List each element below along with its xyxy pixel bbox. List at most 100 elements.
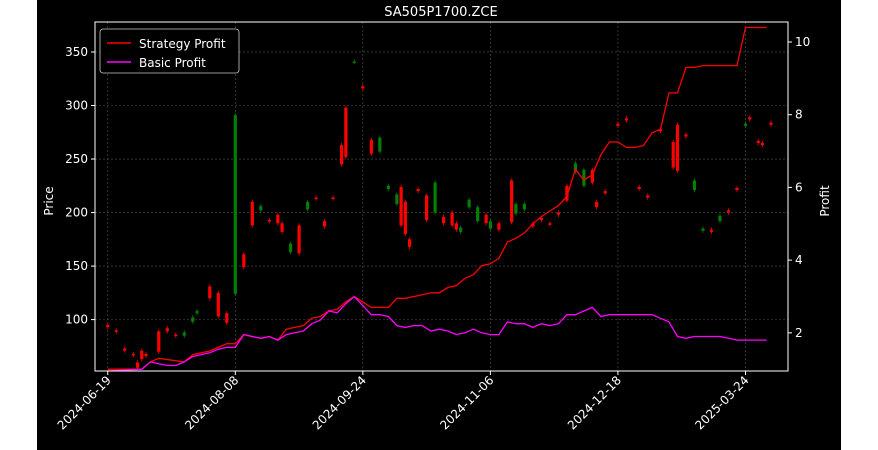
chart-title: SA505P1700.ZCE bbox=[384, 5, 497, 20]
x-tick-label: 2025-03-24 bbox=[692, 373, 751, 432]
candle-body bbox=[646, 195, 650, 198]
candle-body bbox=[408, 239, 412, 247]
candle-body bbox=[288, 243, 293, 253]
candle-body bbox=[684, 134, 688, 137]
y-tick-label-left: 350 bbox=[65, 45, 88, 59]
candle-body bbox=[476, 207, 480, 222]
chart-svg: 100 150 200 250 300 350 2 4 6 8 10 2024-06-19 2024-0… bbox=[42, 5, 832, 432]
chart-panel: 100 150 200 250 300 350 2 4 6 8 10 2024-06-19 2024-0… bbox=[37, 0, 841, 450]
candle-body bbox=[322, 221, 327, 227]
candle-body bbox=[637, 186, 641, 190]
candle-body bbox=[735, 187, 739, 191]
candle-body bbox=[114, 330, 118, 332]
axis-layer: 100 150 200 250 300 350 2 4 6 8 10 2024-06-19 2024-0… bbox=[55, 35, 811, 432]
candle-body bbox=[352, 61, 356, 64]
candle-body bbox=[769, 122, 773, 125]
candle-body bbox=[590, 169, 595, 183]
y-tick-label-right: 8 bbox=[795, 108, 803, 122]
y-axis-label-right: Profit bbox=[818, 185, 832, 217]
candle-body bbox=[242, 254, 246, 268]
candle-body bbox=[565, 185, 569, 201]
candle-body bbox=[276, 214, 280, 224]
candle-body bbox=[603, 191, 607, 194]
candle-body bbox=[484, 214, 488, 224]
candle-body bbox=[208, 286, 212, 299]
candle-body bbox=[386, 185, 390, 190]
candle-body bbox=[378, 137, 382, 152]
x-tick-label: 2024-09-24 bbox=[310, 373, 369, 432]
series-line-basic bbox=[107, 295, 767, 372]
y-tick-label-left: 250 bbox=[65, 152, 88, 166]
candle-body bbox=[514, 203, 518, 214]
candle-body bbox=[425, 195, 429, 221]
candle-body bbox=[671, 141, 675, 168]
candle-body bbox=[510, 180, 514, 223]
candle-body bbox=[314, 197, 318, 200]
candle-body bbox=[692, 180, 697, 191]
y-tick-label-right: 6 bbox=[795, 180, 803, 194]
candle-body bbox=[144, 353, 148, 357]
candle-body bbox=[743, 123, 748, 126]
y-tick-label-left: 200 bbox=[65, 206, 88, 220]
candle-body bbox=[701, 228, 705, 231]
y-tick-label-left: 100 bbox=[65, 313, 88, 327]
y-tick-label-left: 300 bbox=[65, 99, 88, 113]
candle-body bbox=[450, 212, 454, 226]
legend: Strategy Profit Basic Profit bbox=[99, 28, 240, 74]
profit-lines-layer bbox=[107, 26, 767, 372]
candle-body bbox=[395, 194, 399, 204]
y-tick-label-left: 150 bbox=[65, 259, 88, 273]
candle-body bbox=[339, 145, 344, 165]
candle-body bbox=[548, 223, 552, 225]
candle-body bbox=[305, 201, 310, 210]
candle-body bbox=[399, 186, 403, 226]
candle-body bbox=[709, 229, 714, 232]
candle-body bbox=[658, 129, 663, 132]
candle-body bbox=[106, 324, 110, 328]
x-tick-label: 2024-12-18 bbox=[565, 373, 624, 432]
candle-body bbox=[369, 139, 373, 154]
candle-body bbox=[195, 311, 199, 314]
y-axis-label-left: Price bbox=[42, 186, 56, 215]
candle-body bbox=[454, 223, 458, 230]
candle-body bbox=[488, 221, 492, 229]
candle-body bbox=[216, 292, 220, 317]
candle-body bbox=[267, 220, 271, 222]
candle-body bbox=[442, 216, 446, 224]
candle-body bbox=[556, 212, 561, 215]
candle-body bbox=[280, 223, 284, 232]
candle-body bbox=[718, 215, 722, 222]
candle-body bbox=[174, 334, 178, 337]
candle-body bbox=[403, 201, 407, 234]
candle-body bbox=[297, 225, 301, 254]
candle-body bbox=[361, 86, 365, 89]
candle-body bbox=[531, 223, 535, 227]
candle-body bbox=[331, 197, 335, 200]
candle-body bbox=[573, 163, 578, 172]
legend-label-basic: Basic Profit bbox=[139, 56, 206, 70]
candle-body bbox=[760, 142, 765, 146]
x-tick-label: 2024-08-08 bbox=[182, 373, 241, 432]
candle-body bbox=[225, 313, 229, 323]
candle-body bbox=[416, 189, 420, 192]
candle-body bbox=[582, 169, 586, 186]
candle-body bbox=[433, 182, 437, 213]
candle-body bbox=[675, 124, 680, 171]
candle-body bbox=[165, 328, 169, 332]
candle-body bbox=[344, 107, 348, 157]
candle-body bbox=[233, 115, 237, 294]
y-tick-label-right: 2 bbox=[795, 326, 803, 340]
candle-body bbox=[157, 331, 161, 352]
series-line-strategy bbox=[107, 26, 767, 370]
candle-body bbox=[497, 223, 501, 230]
candle-body bbox=[135, 362, 140, 368]
candle-body bbox=[616, 123, 620, 126]
y-tick-label-right: 4 bbox=[795, 253, 803, 267]
candle-body bbox=[182, 332, 186, 336]
candle-body bbox=[140, 350, 144, 360]
legend-label-strategy: Strategy Profit bbox=[139, 37, 226, 51]
candle-body bbox=[259, 206, 263, 211]
legend-box bbox=[99, 28, 240, 74]
candle-body bbox=[522, 203, 527, 210]
candle-body bbox=[459, 227, 463, 232]
